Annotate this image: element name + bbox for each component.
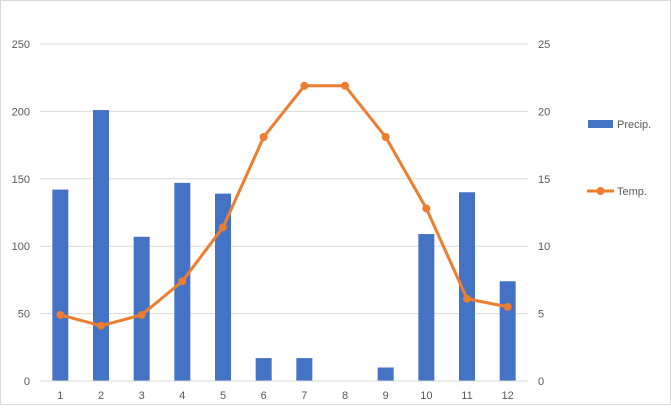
gridlines xyxy=(40,43,528,382)
temp-point xyxy=(137,310,146,319)
x-tick-label: 12 xyxy=(502,390,514,402)
legend-temp-marker xyxy=(596,187,605,195)
x-tick-label: 3 xyxy=(139,390,145,402)
temp-point xyxy=(422,204,431,213)
x-tick-label: 8 xyxy=(342,390,348,402)
x-tick-label: 11 xyxy=(461,390,472,402)
x-tick-label: 9 xyxy=(383,390,389,402)
y-right-tick-label: 0 xyxy=(538,376,544,388)
legend-precip-label: Precip. xyxy=(617,119,651,131)
precip-bar xyxy=(215,193,231,381)
precip-bar xyxy=(296,358,313,381)
y-right-tick-label: 20 xyxy=(538,106,550,118)
temp-point xyxy=(341,81,349,90)
temp-point xyxy=(300,81,309,90)
temp-point xyxy=(503,302,512,311)
legend: Precip. Temp. xyxy=(587,119,651,198)
temp-point xyxy=(56,310,65,319)
x-tick-label: 1 xyxy=(57,390,63,402)
x-tick-label: 5 xyxy=(220,390,226,402)
y-right-tick-label: 25 xyxy=(538,39,550,51)
y-left-tick-label: 100 xyxy=(12,241,30,253)
precip-bar xyxy=(377,367,394,381)
precip-bar xyxy=(93,110,109,381)
x-tick-label: 4 xyxy=(179,390,185,402)
x-tick-label: 6 xyxy=(261,390,267,402)
precip-bar xyxy=(459,192,475,381)
temp-line-series xyxy=(56,81,512,330)
y-left-tick-label: 200 xyxy=(12,106,30,118)
temp-point xyxy=(178,277,187,286)
legend-precip-swatch xyxy=(588,120,613,128)
y-right-tick-label: 10 xyxy=(538,241,550,253)
precip-bars xyxy=(52,110,516,381)
x-tick-label: 7 xyxy=(301,390,307,402)
y-left-tick-label: 150 xyxy=(12,174,30,186)
precip-bar xyxy=(52,189,69,381)
legend-temp-label: Temp. xyxy=(617,186,647,198)
precip-bar xyxy=(255,358,272,381)
x-tick-label: 10 xyxy=(420,390,432,402)
y-right-tick-label: 5 xyxy=(538,309,544,321)
precip-bar xyxy=(418,234,435,381)
temp-point xyxy=(97,321,105,330)
y-left-tick-label: 50 xyxy=(18,309,30,321)
temp-line xyxy=(58,84,510,328)
temp-point xyxy=(259,133,268,142)
y-right-tick-label: 15 xyxy=(538,174,550,186)
temp-point xyxy=(463,294,471,303)
y-left-tick-label: 0 xyxy=(24,376,30,388)
temp-point xyxy=(219,223,227,232)
precip-bar xyxy=(499,281,516,381)
y-left-tick-label: 250 xyxy=(12,39,30,51)
precip-bar xyxy=(133,236,150,381)
temp-point xyxy=(381,133,390,142)
x-tick-label: 2 xyxy=(98,390,104,402)
